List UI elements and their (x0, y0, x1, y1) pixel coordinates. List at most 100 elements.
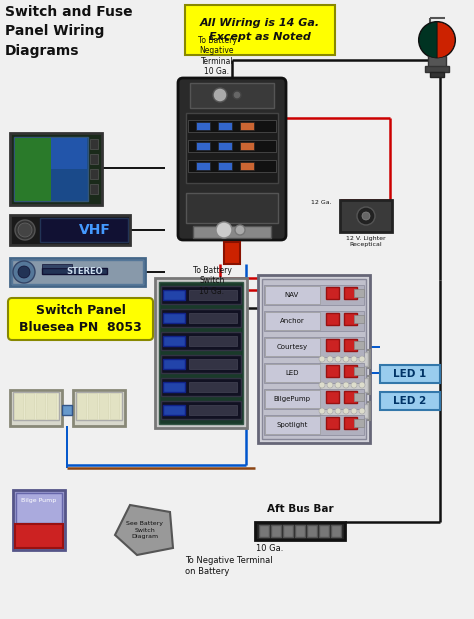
FancyBboxPatch shape (163, 359, 185, 369)
Text: Aft Bus Bar: Aft Bus Bar (267, 504, 333, 514)
Circle shape (327, 382, 333, 388)
Circle shape (233, 91, 241, 99)
Circle shape (319, 356, 325, 362)
Circle shape (216, 222, 232, 238)
FancyBboxPatch shape (16, 493, 62, 523)
FancyBboxPatch shape (326, 417, 339, 429)
FancyBboxPatch shape (161, 355, 241, 373)
FancyBboxPatch shape (36, 393, 45, 419)
FancyBboxPatch shape (99, 393, 108, 419)
FancyBboxPatch shape (320, 352, 368, 366)
Polygon shape (115, 505, 173, 555)
Text: LED 2: LED 2 (393, 396, 427, 406)
FancyBboxPatch shape (13, 490, 65, 550)
FancyBboxPatch shape (189, 382, 237, 392)
FancyBboxPatch shape (354, 289, 364, 297)
Text: STEREO: STEREO (67, 267, 103, 277)
FancyBboxPatch shape (344, 365, 357, 377)
FancyBboxPatch shape (326, 313, 339, 325)
Text: 12 Ga.: 12 Ga. (311, 200, 332, 205)
FancyBboxPatch shape (178, 78, 286, 240)
FancyBboxPatch shape (265, 312, 320, 330)
FancyBboxPatch shape (240, 122, 254, 130)
FancyBboxPatch shape (218, 162, 232, 170)
Text: See Battery
Switch
Diagram: See Battery Switch Diagram (127, 521, 164, 539)
Text: All Wiring is 14 Ga.
Except as Noted: All Wiring is 14 Ga. Except as Noted (200, 19, 320, 41)
FancyBboxPatch shape (163, 313, 185, 323)
FancyBboxPatch shape (42, 268, 107, 274)
FancyBboxPatch shape (77, 393, 86, 419)
FancyBboxPatch shape (163, 336, 185, 346)
Circle shape (327, 356, 333, 362)
Text: Switch Panel
Bluesea PN  8053: Switch Panel Bluesea PN 8053 (19, 304, 142, 334)
Text: LED 1: LED 1 (393, 369, 427, 379)
FancyBboxPatch shape (430, 72, 444, 77)
Circle shape (359, 382, 365, 388)
FancyBboxPatch shape (15, 138, 51, 201)
FancyBboxPatch shape (265, 338, 320, 356)
FancyBboxPatch shape (190, 83, 274, 108)
FancyBboxPatch shape (218, 122, 232, 130)
FancyBboxPatch shape (40, 218, 128, 242)
Text: VHF: VHF (79, 223, 111, 237)
FancyBboxPatch shape (186, 193, 278, 223)
FancyBboxPatch shape (344, 391, 357, 403)
Circle shape (351, 356, 357, 362)
FancyBboxPatch shape (189, 290, 237, 300)
FancyBboxPatch shape (331, 525, 341, 537)
FancyBboxPatch shape (90, 184, 98, 194)
FancyBboxPatch shape (88, 393, 97, 419)
FancyBboxPatch shape (161, 286, 241, 304)
FancyBboxPatch shape (264, 415, 364, 435)
FancyBboxPatch shape (428, 56, 446, 68)
FancyBboxPatch shape (344, 417, 357, 429)
FancyBboxPatch shape (189, 313, 237, 323)
FancyBboxPatch shape (12, 260, 143, 284)
FancyBboxPatch shape (295, 525, 305, 537)
FancyBboxPatch shape (318, 376, 370, 394)
FancyBboxPatch shape (326, 287, 339, 299)
FancyBboxPatch shape (188, 120, 276, 132)
FancyBboxPatch shape (161, 401, 241, 419)
FancyBboxPatch shape (90, 154, 98, 164)
Circle shape (319, 382, 325, 388)
FancyBboxPatch shape (354, 419, 364, 427)
FancyBboxPatch shape (163, 405, 185, 415)
FancyBboxPatch shape (14, 393, 23, 419)
Text: Courtesy: Courtesy (276, 344, 308, 350)
FancyBboxPatch shape (354, 393, 364, 401)
Wedge shape (419, 22, 437, 58)
FancyBboxPatch shape (264, 337, 364, 357)
FancyBboxPatch shape (240, 142, 254, 150)
Circle shape (343, 356, 349, 362)
FancyBboxPatch shape (326, 391, 339, 403)
FancyBboxPatch shape (90, 169, 98, 179)
FancyBboxPatch shape (340, 200, 392, 232)
FancyBboxPatch shape (51, 138, 87, 169)
Circle shape (343, 408, 349, 414)
FancyBboxPatch shape (240, 162, 254, 170)
Circle shape (357, 207, 375, 225)
FancyBboxPatch shape (326, 365, 339, 377)
Text: 10 Ga.: 10 Ga. (256, 544, 283, 553)
FancyBboxPatch shape (259, 525, 269, 537)
FancyBboxPatch shape (185, 5, 335, 55)
Circle shape (362, 212, 370, 220)
FancyBboxPatch shape (307, 525, 317, 537)
FancyBboxPatch shape (354, 341, 364, 349)
FancyBboxPatch shape (62, 405, 72, 415)
FancyBboxPatch shape (344, 287, 357, 299)
Circle shape (351, 408, 357, 414)
FancyBboxPatch shape (320, 404, 368, 418)
FancyBboxPatch shape (10, 258, 145, 286)
Circle shape (359, 408, 365, 414)
Circle shape (235, 225, 245, 235)
FancyBboxPatch shape (47, 393, 56, 419)
Text: NAV: NAV (285, 292, 299, 298)
Circle shape (13, 261, 35, 283)
FancyBboxPatch shape (318, 402, 370, 420)
Wedge shape (437, 22, 455, 58)
FancyBboxPatch shape (10, 215, 130, 245)
FancyBboxPatch shape (161, 378, 241, 396)
FancyBboxPatch shape (10, 133, 102, 205)
